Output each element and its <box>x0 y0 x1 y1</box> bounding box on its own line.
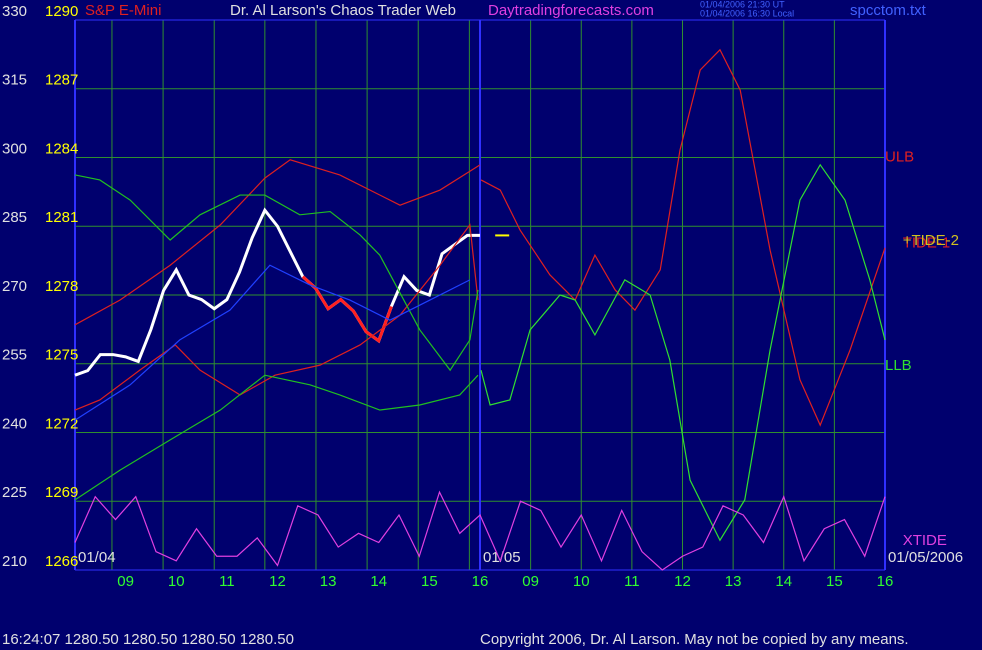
series-line <box>74 223 479 411</box>
x-tick-label: 11 <box>624 573 640 590</box>
x-tick-label: 16 <box>877 573 894 590</box>
website: Daytradingforecasts.com <box>488 2 654 19</box>
x-tick-label: 16 <box>472 573 489 590</box>
series-line <box>74 159 481 326</box>
annotation: XTIDE <box>903 532 947 549</box>
date-label: 01/05/2006 <box>888 549 963 566</box>
series-line <box>74 374 479 501</box>
x-tick-label: 14 <box>370 573 387 590</box>
y2-tick-label: 1290 <box>45 3 78 20</box>
y-tick-label: 225 <box>2 484 27 501</box>
annotation: TIDE-1 <box>903 235 951 252</box>
x-tick-label: 15 <box>421 573 438 590</box>
file-name: spcctom.txt <box>850 2 927 19</box>
timestamp: 01/04/2006 16:30 Local <box>700 8 794 18</box>
x-tick-label: 12 <box>269 573 286 590</box>
highlight-line <box>301 275 393 344</box>
y2-tick-label: 1269 <box>45 484 78 501</box>
date-label: 01/04 <box>78 549 116 566</box>
x-tick-label: 12 <box>674 573 691 590</box>
y2-tick-label: 1281 <box>45 209 78 226</box>
x-tick-label: 13 <box>725 573 742 590</box>
y-tick-label: 300 <box>2 140 27 157</box>
chart-title: Dr. Al Larson's Chaos Trader Web <box>230 2 456 19</box>
y2-tick-label: 1287 <box>45 72 78 89</box>
y-tick-label: 270 <box>2 278 27 295</box>
x-tick-label: 09 <box>117 573 134 590</box>
y-tick-label: 330 <box>2 3 27 20</box>
x-tick-label: 15 <box>826 573 843 590</box>
copyright: Copyright 2006, Dr. Al Larson. May not b… <box>480 631 909 648</box>
series-line <box>480 48 886 427</box>
y2-tick-label: 1284 <box>45 140 78 157</box>
y2-tick-label: 1278 <box>45 278 78 295</box>
series-line <box>74 490 886 571</box>
y-tick-label: 315 <box>2 72 27 89</box>
timestamp: 01/04/2006 21:30 UT <box>700 0 785 9</box>
chart-subtitle: S&P E-Mini <box>85 2 161 19</box>
annotation: +TIDE-2 <box>903 232 959 249</box>
y-tick-label: 285 <box>2 209 27 226</box>
x-tick-label: 10 <box>168 573 185 590</box>
x-tick-label: 09 <box>522 573 539 590</box>
series-line <box>74 264 471 421</box>
annotation: ULB <box>885 148 914 165</box>
x-tick-label: 13 <box>320 573 337 590</box>
series-line <box>74 207 480 377</box>
x-tick-label: 10 <box>573 573 590 590</box>
x-tick-label: 14 <box>775 573 792 590</box>
series-line <box>480 163 886 542</box>
y2-tick-label: 1266 <box>45 553 78 570</box>
y-tick-label: 240 <box>2 415 27 432</box>
y-tick-label: 210 <box>2 553 27 570</box>
status: 16:24:07 1280.50 1280.50 1280.50 1280.50 <box>2 631 294 648</box>
y2-tick-label: 1272 <box>45 415 78 432</box>
series-line <box>74 174 479 372</box>
y-tick-label: 255 <box>2 347 27 364</box>
x-tick-label: 11 <box>219 573 235 590</box>
y2-tick-label: 1275 <box>45 347 78 364</box>
annotation: LLB <box>885 357 912 374</box>
